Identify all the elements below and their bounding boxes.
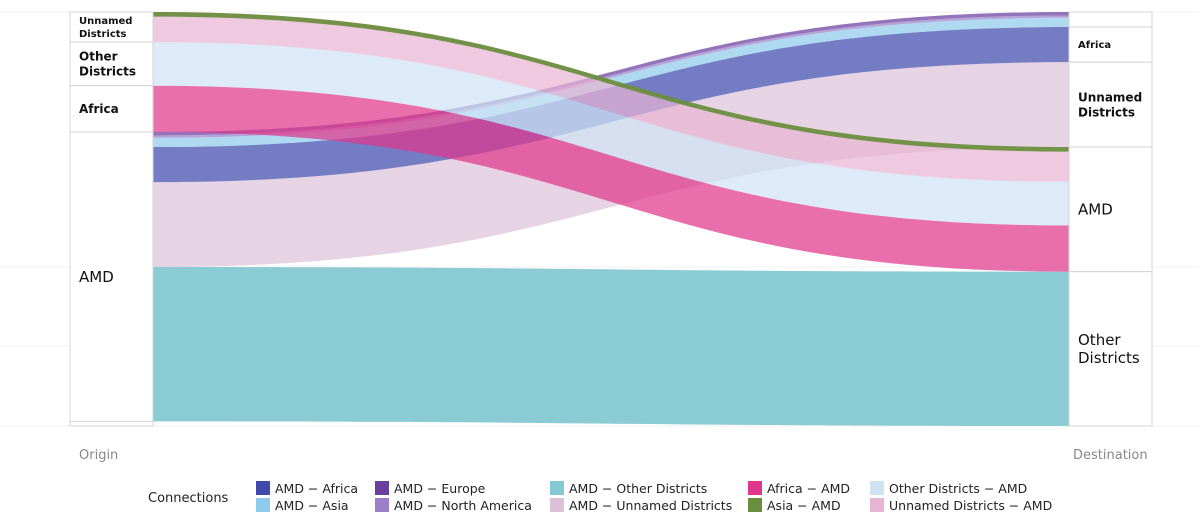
flow-bands xyxy=(153,12,1069,426)
legend-label-africa-amd: Africa − AMD xyxy=(767,481,850,496)
legend-swatch-amd-other-districts xyxy=(550,481,564,495)
legend-label-amd-other-districts: AMD − Other Districts xyxy=(569,481,707,496)
destination-node-amd xyxy=(1068,146,1153,273)
origin-label-amd: AMD xyxy=(79,268,114,286)
flow-other-districts-to-amd xyxy=(153,42,1069,226)
legend-label-amd-unnamed-districts: AMD − Unnamed Districts xyxy=(569,498,732,513)
node-columns: UnnamedDistrictsOtherDistrictsAfricaAMDA… xyxy=(69,11,1153,427)
legend-swatch-amd-europe xyxy=(375,481,389,495)
flow-africa-to-amd xyxy=(153,85,1069,272)
destination-node-africa xyxy=(1068,26,1153,63)
destination-node-asia-europe-north-america xyxy=(1068,11,1153,28)
legend-label-amd-north-america: AMD − North America xyxy=(394,498,532,513)
flow-amd-to-north-america xyxy=(153,15,1069,138)
origin-node-africa xyxy=(69,85,154,133)
origin-axis-label: Origin xyxy=(79,448,118,463)
legend-swatch-amd-africa xyxy=(256,481,270,495)
destination-node-other-districts xyxy=(1068,271,1153,427)
origin-node-other-districts xyxy=(69,41,154,87)
legend-swatch-amd-asia xyxy=(256,498,270,512)
origin-label-africa: Africa xyxy=(79,102,119,116)
destination-label-other-districts-line-2: Districts xyxy=(1078,349,1140,367)
destination-label-unnamed-districts-line-1: Unnamed xyxy=(1078,90,1142,104)
destination-node-unnamed-districts xyxy=(1068,61,1153,148)
origin-label-other-districts-line-2: Districts xyxy=(79,65,136,79)
legend-swatch-other-districts-amd xyxy=(870,481,884,495)
origin-label-other-districts-line-1: Other xyxy=(79,50,118,64)
flow-amd-to-europe xyxy=(153,12,1069,136)
legend-swatch-asia-amd xyxy=(748,498,762,512)
destination-label-unnamed-districts-line-2: Districts xyxy=(1078,105,1135,119)
destination-label-other-districts-line-1: Other xyxy=(1078,331,1121,349)
origin-label-unnamed-districts-line-2: Districts xyxy=(79,29,127,40)
legend-swatch-unnamed-districts-amd xyxy=(870,498,884,512)
legend-label-amd-africa: AMD − Africa xyxy=(275,481,358,496)
legend-swatch-amd-unnamed-districts xyxy=(550,498,564,512)
legend-swatch-amd-north-america xyxy=(375,498,389,512)
origin-node-amd xyxy=(69,131,154,422)
legend-label-amd-asia: AMD − Asia xyxy=(275,498,349,513)
flow-unnamed-districts-to-amd xyxy=(153,12,1069,182)
legend: AMD − Africa AMD − Asia AMD − Europe AMD − … xyxy=(256,481,1052,513)
legend-swatch-africa-amd xyxy=(748,481,762,495)
origin-label-unnamed-districts-line-1: Unnamed xyxy=(79,16,132,27)
legend-label-asia-amd: Asia − AMD xyxy=(767,498,841,513)
legend-label-unnamed-districts-amd: Unnamed Districts − AMD xyxy=(889,498,1052,513)
destination-label-amd: AMD xyxy=(1078,201,1113,219)
flow-asia-to-amd xyxy=(153,12,1069,152)
flow-amd-to-other-districts xyxy=(153,267,1069,426)
destination-axis-label: Destination xyxy=(1073,448,1148,463)
destination-label-africa: Africa xyxy=(1078,40,1111,51)
origin-node-unnamed-districts xyxy=(69,11,154,43)
legend-label-other-districts-amd: Other Districts − AMD xyxy=(889,481,1027,496)
legend-label-amd-europe: AMD − Europe xyxy=(394,481,486,496)
legend-title: Connections xyxy=(148,491,229,506)
